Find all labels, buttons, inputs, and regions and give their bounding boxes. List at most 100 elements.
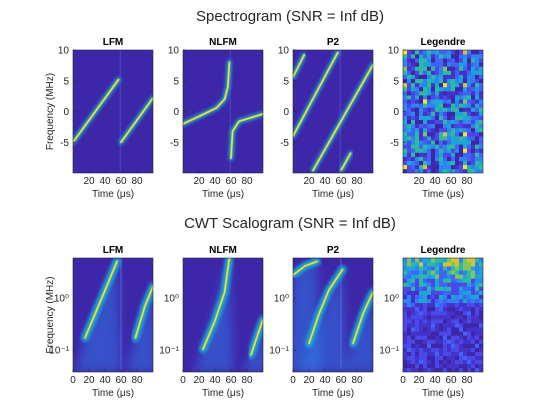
image-cell xyxy=(467,359,472,365)
image-cell xyxy=(407,144,412,149)
x-tick-label: 40 xyxy=(429,176,441,187)
image-cell xyxy=(467,111,472,116)
image-cell xyxy=(411,70,416,75)
y-tick-label: 10⁻¹ xyxy=(159,346,179,357)
image-cell xyxy=(427,262,432,267)
image-cell xyxy=(427,95,432,100)
image-cell xyxy=(451,278,456,283)
image-cell xyxy=(415,339,420,344)
image-cell xyxy=(479,347,483,352)
x-tick-label: 20 xyxy=(303,375,315,386)
image-cell xyxy=(435,278,440,283)
x-axis-label: Time (μs) xyxy=(312,189,354,200)
image-cell xyxy=(439,95,444,100)
image-cell xyxy=(447,78,452,84)
image-cell xyxy=(439,258,444,263)
x-tick-label: 60 xyxy=(335,176,347,187)
image-cell xyxy=(427,270,432,275)
image-cell xyxy=(475,282,480,287)
image-cell xyxy=(459,144,464,149)
heatmap-image xyxy=(403,50,483,173)
image-cell xyxy=(447,95,452,100)
image-cell xyxy=(407,91,412,96)
heatmap-panel: NLFM 0 20 40 60 80 10⁻¹ 10⁰ Time (μs) xyxy=(159,245,264,399)
image-cell xyxy=(447,286,452,291)
image-cell xyxy=(459,78,464,84)
image-cell xyxy=(407,347,412,352)
image-cell xyxy=(475,351,480,357)
image-cell xyxy=(475,99,480,104)
image-cell xyxy=(435,111,440,116)
image-cell xyxy=(447,148,452,153)
heatmap-panel: P2 0 20 40 60 80 10⁻¹ 10⁰ Time (μs) xyxy=(269,245,374,399)
y-tick-label: 0 xyxy=(63,107,69,118)
image-cell xyxy=(459,115,464,120)
x-tick-label: 60 xyxy=(225,176,237,187)
image-cell xyxy=(431,82,436,88)
image-cell xyxy=(431,351,436,357)
image-cell xyxy=(403,127,408,133)
image-cell xyxy=(415,323,420,328)
image-cell xyxy=(403,152,408,157)
image-cell xyxy=(447,319,452,324)
image-cell xyxy=(419,327,424,332)
image-cell xyxy=(415,363,420,369)
image-cell xyxy=(459,266,464,271)
image-cell xyxy=(435,115,440,120)
image-cell xyxy=(463,140,468,145)
image-cell xyxy=(423,335,428,340)
heatmap-panel: LFM 0 20 40 60 80 10⁻¹ 10⁰ Time (μs) Frequency (M… xyxy=(45,245,154,399)
image-cell xyxy=(455,111,460,116)
image-cell xyxy=(435,270,440,275)
image-cell xyxy=(427,156,432,161)
image-cell xyxy=(467,315,472,320)
image-cell xyxy=(423,306,428,312)
image-cell xyxy=(479,319,483,324)
image-cell xyxy=(403,119,408,125)
image-cell xyxy=(423,86,428,92)
image-cell xyxy=(443,351,448,357)
image-cell xyxy=(455,319,460,324)
y-tick-label: 10⁻¹ xyxy=(269,346,289,357)
image-cell xyxy=(423,103,428,108)
image-cell xyxy=(419,132,424,137)
axes-box xyxy=(182,257,264,373)
image-cell xyxy=(439,156,444,161)
image-cell xyxy=(459,148,464,153)
image-cell xyxy=(471,160,476,166)
image-cell xyxy=(447,168,452,173)
image-cell xyxy=(459,363,464,369)
image-cell xyxy=(423,91,428,96)
image-cell xyxy=(459,278,464,283)
image-cell xyxy=(419,123,424,129)
image-cell xyxy=(443,347,448,352)
image-cell xyxy=(439,91,444,96)
image-cell xyxy=(471,290,476,295)
image-cell xyxy=(443,115,448,120)
image-cell xyxy=(471,66,476,71)
image-cell xyxy=(407,127,412,133)
image-cell xyxy=(455,343,460,348)
x-tick-label: 60 xyxy=(335,375,347,386)
image-cell xyxy=(447,278,452,283)
image-cell xyxy=(403,262,408,267)
image-cell xyxy=(463,343,468,348)
image-cell xyxy=(451,294,456,300)
image-cell xyxy=(479,270,483,275)
image-cell xyxy=(451,367,456,372)
image-cell xyxy=(455,298,460,304)
heatmap-image xyxy=(73,50,153,173)
image-cell xyxy=(431,127,436,133)
image-cell xyxy=(439,339,444,344)
image-cell xyxy=(431,123,436,129)
image-cell xyxy=(459,339,464,344)
image-cell xyxy=(475,290,480,295)
image-cell xyxy=(463,319,468,324)
image-cell xyxy=(459,168,464,173)
image-cell xyxy=(415,99,420,104)
image-cell xyxy=(435,70,440,75)
image-cell xyxy=(471,58,476,63)
image-cell xyxy=(471,298,476,304)
image-cell xyxy=(431,274,436,279)
image-cell xyxy=(463,274,468,279)
